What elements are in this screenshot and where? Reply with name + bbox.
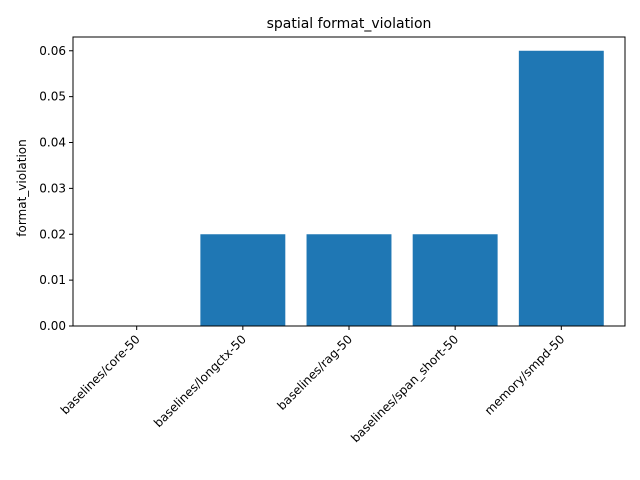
x-tick-label-0: baselines/core-50 bbox=[58, 332, 143, 417]
x-tick-label-1: baselines/longctx-50 bbox=[151, 332, 249, 430]
bar-3 bbox=[412, 234, 498, 326]
x-ticks-group: baselines/core-50 baselines/longctx-50 bas… bbox=[58, 326, 568, 445]
x-tick-label-2: baselines/rag-50 bbox=[274, 332, 355, 413]
y-tick-label-6: 0.06 bbox=[39, 44, 66, 58]
y-tick-label-2: 0.02 bbox=[39, 227, 66, 241]
bars-group bbox=[200, 50, 604, 327]
chart-title: spatial format_violation bbox=[267, 16, 432, 32]
y-tick-label-1: 0.01 bbox=[39, 273, 66, 287]
plot-frame bbox=[72, 36, 626, 327]
y-axis-label: format_violation bbox=[15, 139, 29, 237]
bar-1 bbox=[200, 234, 286, 326]
y-ticks-group: 0.00 0.01 0.02 0.03 0.04 0.05 0.06 bbox=[39, 44, 73, 333]
y-tick-label-3: 0.03 bbox=[39, 181, 66, 195]
y-tick-label-0: 0.00 bbox=[39, 319, 66, 333]
x-tick-label-3: baselines/span_short-50 bbox=[348, 332, 461, 445]
bar-2 bbox=[306, 234, 392, 326]
y-tick-label-5: 0.05 bbox=[39, 90, 66, 104]
x-tick-label-4: memory/smpd-50 bbox=[482, 332, 568, 418]
y-tick-label-4: 0.04 bbox=[39, 136, 66, 150]
bar-4 bbox=[518, 50, 604, 327]
